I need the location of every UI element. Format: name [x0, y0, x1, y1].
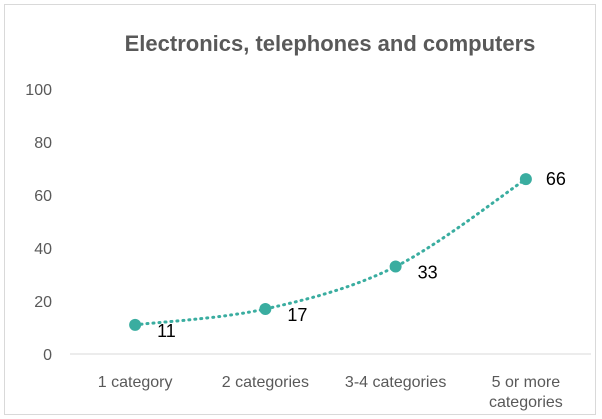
y-tick-label: 20 [34, 294, 52, 311]
y-tick-label: 80 [34, 135, 52, 152]
data-point [519, 173, 532, 186]
series-points [129, 173, 532, 331]
data-labels: 11 17 33 66 [157, 169, 566, 341]
x-tick-label: 1 category [98, 374, 173, 391]
data-label: 66 [546, 169, 566, 189]
x-tick-label: 2 categories [222, 374, 309, 391]
data-label: 33 [418, 263, 438, 283]
trendline [133, 177, 528, 327]
x-axis: 1 category 2 categories 3-4 categories 5 or… [98, 374, 563, 411]
chart-frame [4, 4, 596, 415]
y-tick-label: 0 [43, 347, 52, 364]
data-point [389, 260, 402, 273]
x-tick-label: 5 or more categories [489, 374, 563, 411]
data-label: 11 [157, 321, 176, 341]
data-label: 17 [287, 305, 307, 325]
data-point [259, 302, 272, 315]
data-point [129, 318, 142, 331]
x-tick-label: 3-4 categories [345, 374, 446, 391]
y-axis: 0 20 40 60 80 100 [25, 82, 52, 364]
chart-title: Electronics, telephones and computers [124, 31, 536, 56]
y-tick-label: 60 [34, 188, 52, 205]
y-tick-label: 40 [34, 241, 52, 258]
y-tick-label: 100 [25, 82, 52, 99]
